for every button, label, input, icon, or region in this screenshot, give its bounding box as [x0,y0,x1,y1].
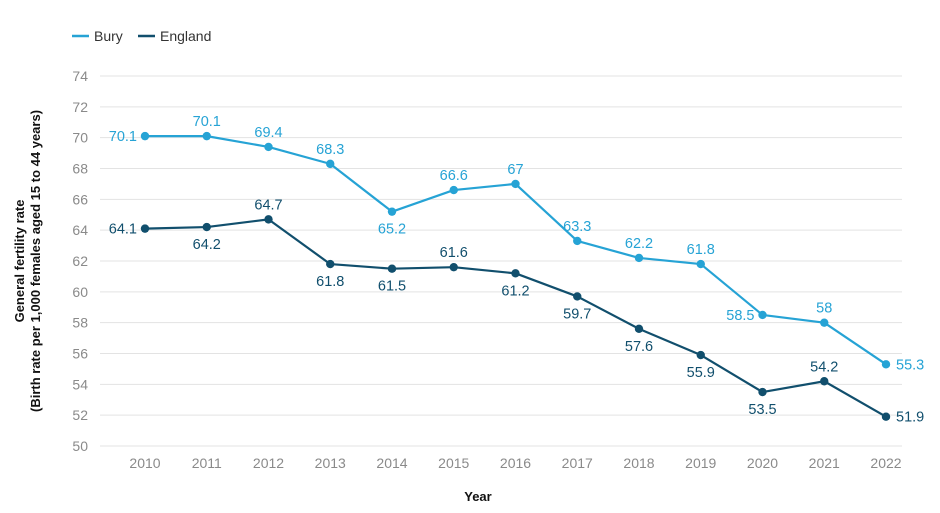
y-tick-label: 66 [72,191,88,207]
data-point-bury [881,360,891,369]
data-label-england: 64.1 [109,222,137,238]
data-point-england [326,259,335,269]
series-line-england [144,218,887,418]
data-point-bury [264,142,273,152]
series-group [140,131,891,421]
gridlines [100,75,902,447]
x-tick-label: 2022 [870,455,901,471]
data-point-england [820,377,829,386]
y-axis-title: General fertility rate [12,200,27,323]
y-tick-label: 54 [72,376,88,392]
data-label-bury: 55.3 [896,357,924,373]
data-point-bury [820,318,829,327]
data-label-bury: 68.3 [316,142,344,158]
data-point-bury [140,131,150,141]
data-point-england [696,350,705,360]
x-tick-label: 2010 [129,455,160,471]
data-label-bury: 58 [816,301,832,317]
y-tick-label: 70 [72,130,88,146]
x-tick-label: 2014 [376,455,407,471]
data-label-bury: 65.2 [378,222,406,238]
y-axis-subtitle: (Birth rate per 1,000 females aged 15 to… [28,110,43,412]
data-point-bury [634,253,644,263]
data-label-england: 59.7 [563,306,591,322]
data-label-bury: 69.4 [254,125,282,141]
x-tick-label: 2019 [685,455,716,471]
y-tick-label: 52 [72,407,88,423]
data-label-bury: 70.1 [109,129,137,145]
data-label-england: 57.6 [625,339,653,355]
data-label-bury: 62.2 [625,236,653,252]
data-point-england [573,292,582,301]
data-point-england [449,262,458,272]
data-label-bury: 63.3 [563,219,591,235]
x-tick-label: 2013 [315,455,346,471]
data-point-england [511,269,520,278]
data-point-england [758,387,767,397]
data-point-england [264,215,273,224]
y-tick-label: 50 [72,438,88,454]
data-point-england [881,412,891,421]
data-label-england: 55.9 [687,365,715,381]
data-label-england: 51.9 [896,410,924,426]
data-label-england: 61.2 [501,283,529,299]
data-label-england: 64.2 [193,237,221,253]
data-point-bury [573,236,582,246]
y-tick-label: 58 [72,315,88,331]
data-point-england [140,224,150,233]
x-tick-label: 2015 [438,455,469,471]
data-point-bury [387,207,397,216]
data-point-bury [202,131,211,141]
y-tick-label: 68 [72,161,88,177]
data-label-england: 53.5 [748,402,776,418]
data-label-bury: 70.1 [193,114,221,130]
data-point-bury [511,179,520,189]
x-axis-ticks: 2010 2011 2012 2013 2014 2015 2016 2017 2018 2019… [129,455,901,471]
data-point-bury [326,159,335,169]
x-tick-label: 2017 [562,455,593,471]
data-point-bury [449,185,458,195]
data-point-england [634,324,644,334]
data-label-england: 54.2 [810,359,838,375]
data-label-england: 61.5 [378,279,406,295]
x-tick-label: 2011 [192,455,222,471]
data-label-bury: 66.6 [440,168,468,184]
legend: Bury England [72,28,211,44]
x-axis-title: Year [464,489,491,504]
data-point-bury [758,310,767,320]
y-tick-label: 72 [72,99,88,115]
x-tick-label: 2020 [747,455,778,471]
y-tick-label: 56 [72,346,88,362]
data-labels-group: 70.1 70.1 69.4 68.3 65.2 66.6 67 63.3 62.2 61.8 58… [109,114,924,426]
y-tick-label: 60 [72,284,88,300]
data-point-bury [696,259,705,269]
data-label-bury: 67 [507,162,523,178]
legend-label-bury: Bury [94,28,123,44]
data-label-england: 61.8 [316,274,344,290]
x-tick-label: 2016 [500,455,531,471]
data-point-england [202,222,211,232]
legend-label-england: England [160,28,211,44]
y-tick-label: 64 [72,222,88,238]
data-label-england: 64.7 [254,197,282,213]
data-label-bury: 61.8 [687,242,715,258]
y-tick-label: 62 [72,253,88,269]
data-point-england [387,264,397,273]
data-label-england: 61.6 [440,245,468,261]
y-axis-ticks: 50 52 54 56 58 60 62 64 66 68 70 72 74 [72,68,88,454]
y-tick-label: 74 [72,68,88,84]
x-tick-label: 2018 [623,455,654,471]
data-label-bury: 58.5 [726,308,754,324]
x-tick-label: 2021 [809,455,840,471]
x-tick-label: 2012 [253,455,284,471]
